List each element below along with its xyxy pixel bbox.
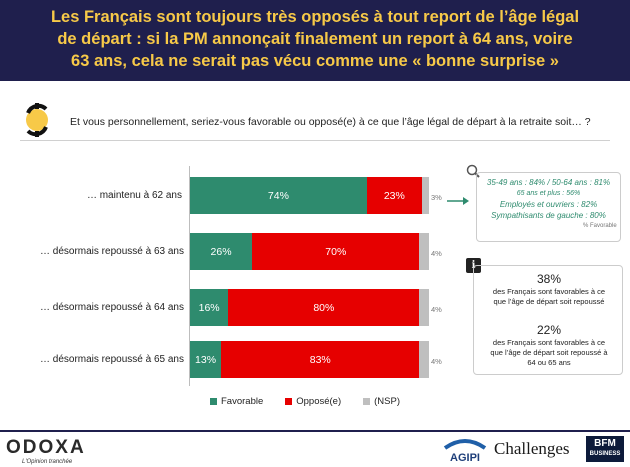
question-divider [20, 140, 610, 141]
bar-oppose: 83% [221, 341, 420, 378]
arrow-icon [447, 197, 469, 205]
legend-label-oppose: Opposé(e) [296, 396, 342, 407]
title-line-3: 63 ans, cela ne serait pas vécu comme un… [71, 52, 559, 70]
bar-nsp [419, 233, 429, 270]
category-label: … maintenu à 62 ans [86, 190, 182, 201]
legend-swatch-oppose [285, 398, 293, 405]
info-box: 38% des Français sont favorables à ce qu… [473, 265, 623, 375]
legend-item-oppose: Opposé(e) [285, 396, 341, 407]
category-label: … désormais repoussé à 63 ans [40, 246, 184, 257]
category-label: … désormais repoussé à 65 ans [40, 354, 184, 365]
chart-legend: Favorable Opposé(e) (NSP) [210, 396, 400, 407]
challenges-logo: Challenges [494, 439, 570, 458]
bar-favorable: 74% [190, 177, 367, 214]
title-line-1: Les Français sont toujours très opposés … [50, 8, 580, 26]
nsp-value-label: 4% [431, 305, 442, 314]
bar-nsp [421, 177, 429, 214]
chart-axis-line [189, 166, 190, 386]
legend-label-favorable: Favorable [221, 396, 264, 407]
agipi-logo: AGIPI [443, 439, 487, 464]
nsp-value-label: 4% [431, 249, 442, 258]
category-label: … désormais repoussé à 64 ans [40, 302, 184, 313]
legend-label-nsp: (NSP) [374, 396, 401, 407]
svg-text:AGIPI: AGIPI [450, 452, 480, 464]
bfm-business-logo: BFM BUSINESS [586, 436, 624, 462]
legend-swatch-nsp [363, 398, 371, 405]
stat-1-text: des Français sont favorables à ce que l’… [492, 287, 606, 306]
nsp-value-label: 3% [431, 193, 442, 202]
odoxa-logo: ODOXA [6, 437, 86, 458]
detail-line-4: Sympathisants de gauche : 80% [491, 211, 606, 220]
question-text: Et vous personnellement, seriez-vous fav… [70, 116, 591, 128]
bar-nsp [419, 341, 429, 378]
detail-note: % Favorable [583, 223, 617, 229]
page-header: Les Français sont toujours très opposés … [0, 0, 630, 81]
legend-swatch-favorable [210, 398, 217, 405]
legend-item-nsp: (NSP) [363, 396, 400, 407]
stat-2-value: 22% [536, 323, 562, 337]
detail-box: 35-49 ans : 84% / 50-64 ans : 81% 65 ans… [476, 172, 621, 242]
bfm-logo-text: BFM [594, 438, 616, 449]
bar-favorable: 13% [190, 341, 222, 378]
bar-oppose: 70% [252, 233, 420, 270]
bar-oppose: 23% [366, 177, 422, 214]
bar-favorable: 16% [190, 289, 229, 326]
footer-divider [0, 430, 630, 432]
bar-oppose: 80% [228, 289, 420, 326]
stat-2-text: des Français sont favorables à ce que l’… [490, 338, 608, 367]
detail-line-3: Employés et ouvriers : 82% [499, 200, 598, 209]
stat-1-value: 38% [536, 272, 562, 286]
bar-nsp [419, 289, 429, 326]
bfm-business-text: BUSINESS [589, 451, 621, 457]
bar-favorable: 26% [190, 233, 253, 270]
title-line-2: de départ : si la PM annonçait finalemen… [57, 30, 573, 48]
detail-line-2: 65 ans et plus : 56% [516, 190, 581, 197]
nsp-value-label: 4% [431, 357, 442, 366]
legend-item-favorable: Favorable [210, 396, 263, 407]
detail-line-1: 35-49 ans : 84% / 50-64 ans : 81% [486, 178, 611, 187]
question-mark-icon [26, 103, 48, 137]
odoxa-tagline: L'Opinion tranchée [22, 459, 73, 465]
